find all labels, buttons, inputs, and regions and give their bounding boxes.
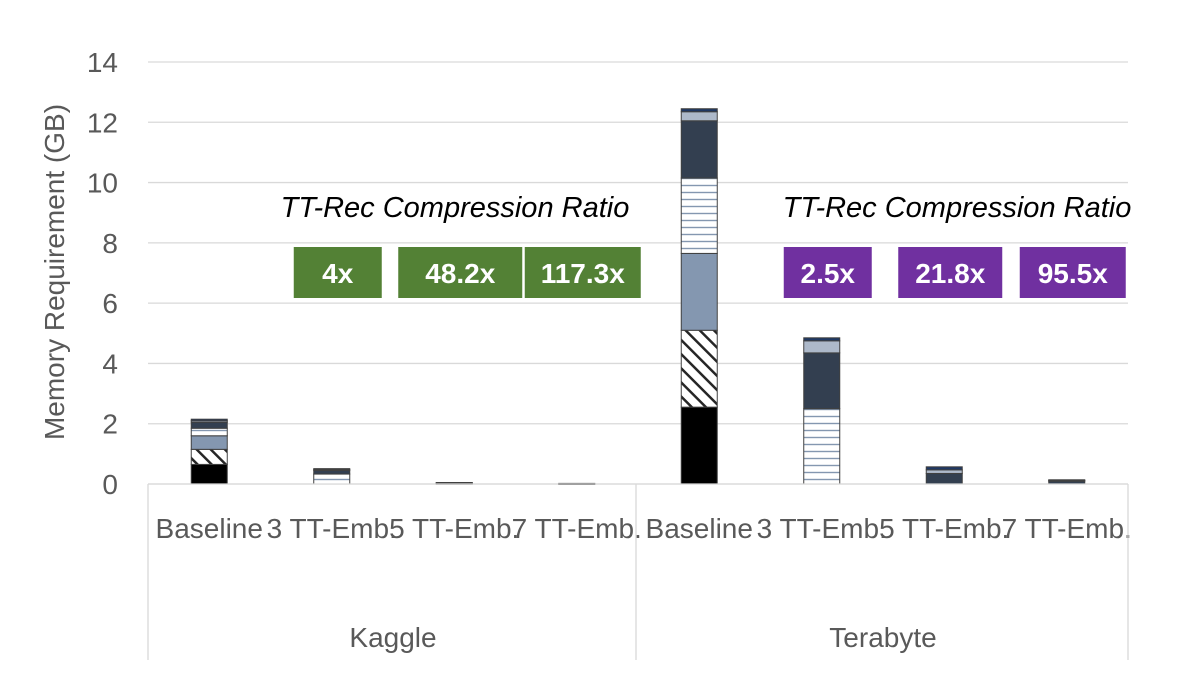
bar-segment [680,177,718,254]
bar-segment [190,427,228,437]
y-axis-label: Memory Requirement (GB) [39,104,70,440]
compression-ratio-value: 4x [322,258,354,289]
bar-segment [680,406,718,485]
bar-segment [925,469,963,474]
x-category-label: Baseline [646,513,753,544]
bar-segment [803,340,841,354]
compression-ratio-title: TT-Rec Compression Ratio [281,192,630,224]
compression-ratio-badge: 117.3x [524,247,641,298]
bar-segment [190,421,228,429]
x-category-label: 5 TT-Emb. [389,513,519,544]
bar-segment [190,463,228,485]
y-tick-label: 4 [102,348,118,379]
compression-ratio-value: 48.2x [425,258,495,289]
gridlines [148,61,1128,485]
bar-segment [190,448,228,465]
x-group-label: Terabyte [829,622,936,653]
x-category-label: 7 TT-Emb. [512,513,642,544]
bar-segment [313,468,351,471]
compression-ratio-badge: 4x [293,247,382,298]
bar-segment [803,337,841,342]
compression-ratio-value: 95.5x [1038,258,1108,289]
y-tick-label: 10 [87,168,118,199]
bar-segment [313,473,351,485]
bar-segment [680,329,718,408]
x-category-label: 7 TT-Emb. [1002,513,1132,544]
bars [190,108,1086,485]
bar-segment [803,408,841,485]
y-tick-label: 2 [102,409,118,440]
bar-segment [190,435,228,450]
y-tick-label: 14 [87,47,118,78]
bar-segment [925,472,963,485]
x-category-label: 3 TT-Emb. [267,513,397,544]
bar-segment [680,120,718,179]
x-group-label: Kaggle [349,622,436,653]
compression-ratio-annotations: 4x 48.2x 117.3x TT-Rec Compression Ratio 2.5… [281,192,1132,298]
y-tick-label: 0 [102,469,118,500]
bar-segment [925,466,963,471]
compression-ratio-value: 21.8x [915,258,985,289]
compression-ratio-badge: 48.2x [398,247,523,298]
compression-ratio-value: 2.5x [801,258,856,289]
bar-segment [680,111,718,122]
compression-ratio-title: TT-Rec Compression Ratio [783,192,1132,224]
bar-segment [803,352,841,410]
x-category-label: 3 TT-Emb. [757,513,887,544]
bar-segment [1048,479,1086,482]
compression-ratio-value: 117.3x [541,258,626,289]
bar-segment [435,481,473,484]
x-category-label: Baseline [156,513,263,544]
bar-segment [190,418,228,422]
y-axis-ticks: 0 2 4 6 8 10 12 14 [87,47,118,500]
y-tick-label: 6 [102,288,118,319]
compression-ratio-badge: 2.5x [783,247,872,298]
x-axis: Baseline 3 TT-Emb.5 TT-Emb.7 TT-Emb.Kaggl… [147,483,1132,660]
bar-segment [313,469,351,475]
y-tick-label: 8 [102,228,118,259]
compression-ratio-badge: 21.8x [898,247,1003,298]
bar-segment [680,252,718,331]
bar-segment [680,108,718,113]
compression-ratio-badge: 95.5x [1019,247,1126,298]
x-category-label: 5 TT-Emb. [879,513,1009,544]
y-tick-label: 12 [87,107,118,138]
